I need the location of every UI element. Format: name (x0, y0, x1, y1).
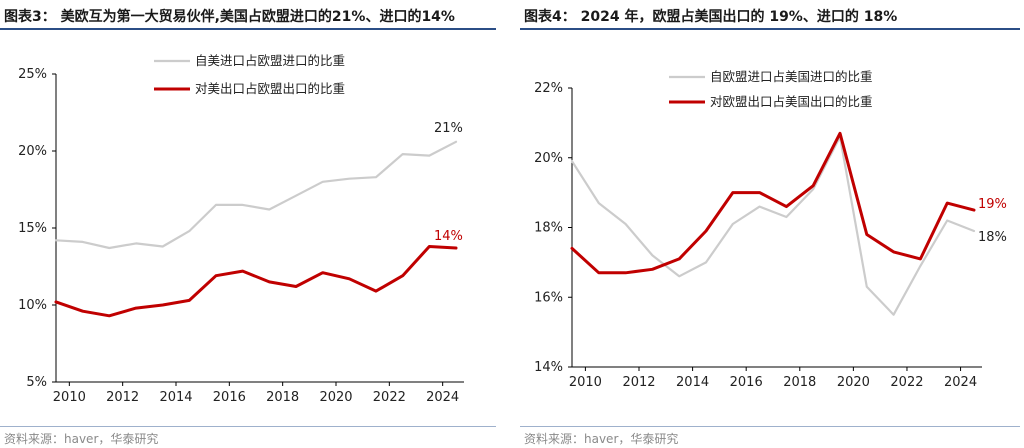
x-tick-label: 2012 (106, 390, 139, 405)
series-line-2 (570, 131, 976, 275)
chart-panel-2: 图表4： 2024 年，欧盟占美国出口的 19%、进口的 18% 14% 16% 1… (520, 0, 1024, 448)
series-line-2 (54, 245, 458, 318)
x-tick-label: 2018 (266, 390, 299, 405)
y-tick-label: 16% (534, 290, 563, 305)
chart-1: 5% 10% 15% 20% 25% 2010 2012 2014 2016 2018 2020 20… (18, 53, 464, 405)
x-tick-label: 2020 (837, 375, 870, 390)
chart-title-1: 图表3： 美欧互为第一大贸易伙伴,美国占欧盟进口的21%、进口的14% (4, 9, 455, 25)
y-tick-label: 5% (26, 375, 47, 390)
x-tick-label: 2016 (730, 375, 763, 390)
series-line-1 (54, 140, 458, 250)
y-tick-label: 25% (18, 67, 47, 82)
x-tick-label: 2024 (944, 375, 977, 390)
x-tick-label: 2014 (159, 390, 192, 405)
series-line-1 (570, 135, 976, 316)
x-tick-label: 2018 (783, 375, 816, 390)
y-tick-label: 22% (534, 81, 563, 96)
legend-label-1: 自欧盟进口占美国进口的比重 (710, 69, 873, 84)
y-tick-label: 10% (18, 298, 47, 313)
chart-panel-1: 图表3： 美欧互为第一大贸易伙伴,美国占欧盟进口的21%、进口的14% 5% 10… (0, 0, 500, 448)
x-tick-label: 2010 (53, 390, 86, 405)
x-tick-label: 2016 (213, 390, 246, 405)
legend-label-2: 对欧盟出口占美国出口的比重 (710, 94, 873, 109)
source-note-1: 资料来源：haver，华泰研究 (4, 432, 159, 446)
end-label-1: 18% (978, 230, 1007, 245)
title-rule-1 (0, 28, 496, 30)
x-tick-label: 2010 (569, 375, 602, 390)
y-tick-label: 14% (534, 360, 563, 375)
title-rule-2 (520, 28, 1020, 30)
y-tick-label: 20% (534, 151, 563, 166)
source-note-2: 资料来源：haver，华泰研究 (524, 432, 679, 446)
chart-2: 14% 16% 18% 20% 22% 2010 2012 2014 2016 2018 2020 2… (534, 69, 1007, 390)
x-tick-label: 2014 (676, 375, 709, 390)
legend-label-1: 自美进口占欧盟进口的比重 (195, 53, 345, 68)
y-tick-label: 18% (534, 221, 563, 236)
x-tick-label: 2022 (890, 375, 923, 390)
end-label-1: 21% (434, 121, 463, 136)
x-tick-label: 2024 (426, 390, 459, 405)
source-rule-2 (520, 426, 1020, 427)
x-tick-label: 2012 (622, 375, 655, 390)
end-label-2: 19% (978, 197, 1007, 212)
legend-label-2: 对美出口占欧盟出口的比重 (195, 81, 345, 96)
x-tick-label: 2022 (373, 390, 406, 405)
y-tick-label: 20% (18, 144, 47, 159)
source-rule-1 (0, 426, 496, 427)
end-label-2: 14% (434, 229, 463, 244)
x-tick-label: 2020 (319, 390, 352, 405)
y-tick-label: 15% (18, 221, 47, 236)
chart-title-2: 图表4： 2024 年，欧盟占美国出口的 19%、进口的 18% (524, 9, 898, 25)
